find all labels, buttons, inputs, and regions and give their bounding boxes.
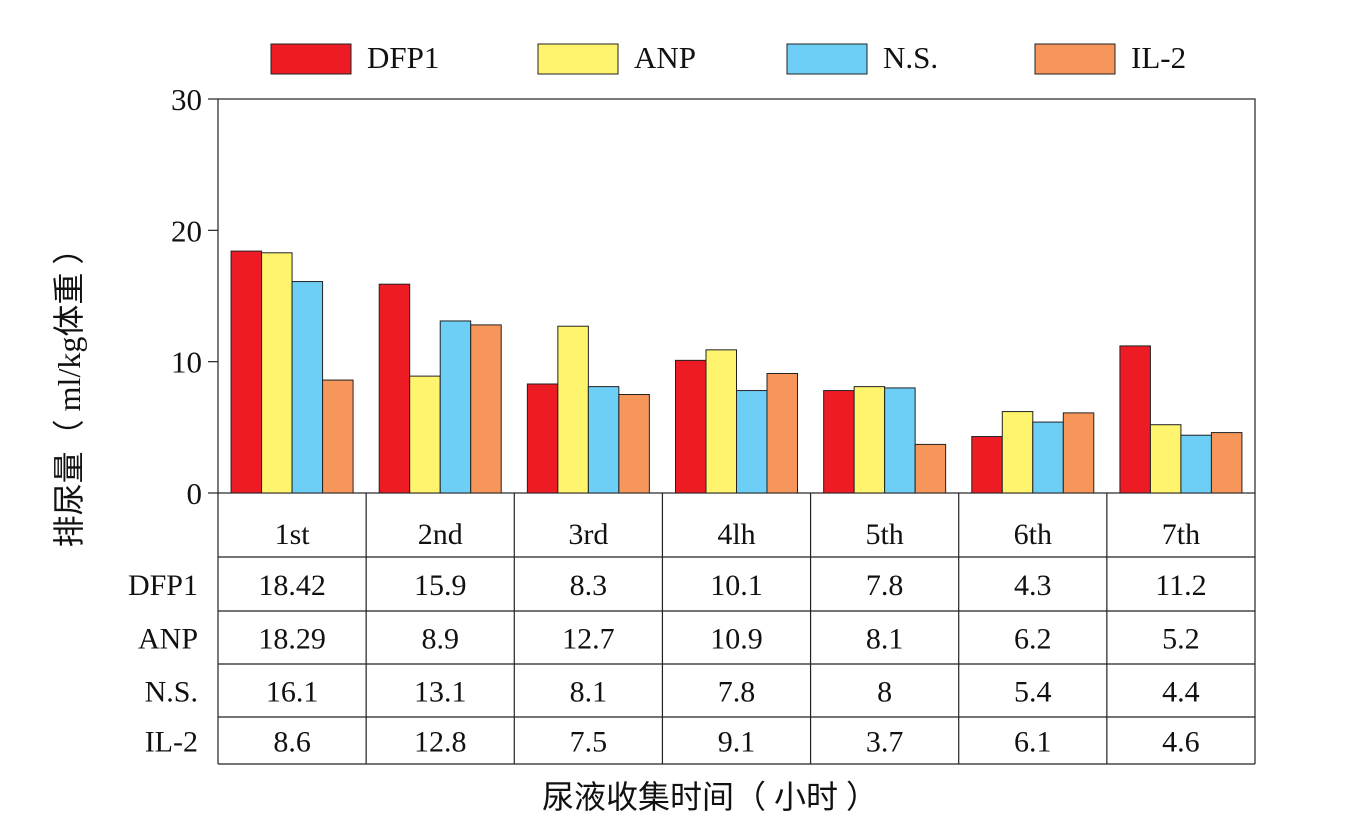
legend: DFP1 ANP N.S. IL-2 (270, 40, 1186, 75)
category-label: 1st (275, 518, 311, 551)
legend-swatch-N.S. (786, 43, 868, 75)
legend-swatch-DFP1 (270, 43, 352, 75)
bar-N.S.-1st (291, 281, 324, 494)
bar-IL-2-6th (1062, 412, 1095, 494)
legend-label-N.S.: N.S. (883, 40, 938, 75)
data-label-DFP1-4lh: 10.1 (710, 569, 763, 602)
data-label-ANP-3rd: 12.7 (562, 623, 615, 656)
category-label: 5th (865, 518, 903, 551)
data-label-DFP1-7th: 11.2 (1155, 569, 1206, 602)
data-label-ANP-1st: 18.29 (258, 623, 326, 656)
data-label-ANP-6th: 6.2 (1014, 623, 1052, 656)
y-tick-label: 0 (187, 476, 203, 511)
y-tick-label: 30 (171, 82, 202, 117)
data-label-N.S.-7th: 4.4 (1162, 676, 1200, 709)
data-label-ANP-5th: 8.1 (866, 623, 904, 656)
row-label-IL-2: IL-2 (145, 726, 198, 759)
data-label-N.S.-2nd: 13.1 (414, 676, 467, 709)
bar-IL-2-1st (322, 379, 354, 494)
data-table: 1st 2nd 3rd 4lh 5th 6th 7th DFP1 18.42 15.9 8.3 10.… (128, 493, 1256, 765)
data-label-N.S.-4lh: 7.8 (718, 676, 756, 709)
row-label-DFP1: DFP1 (128, 569, 198, 602)
row-label-N.S.: N.S. (145, 676, 198, 709)
data-label-DFP1-3rd: 8.3 (570, 569, 608, 602)
bar-ANP-1st (261, 252, 293, 494)
bar-ANP-5th (853, 386, 886, 494)
bar-ANP-2nd (409, 375, 441, 494)
bar-DFP1-6th (971, 436, 1003, 494)
data-label-IL-2-3rd: 7.5 (570, 726, 608, 759)
bar-N.S.-2nd (439, 320, 472, 494)
plot-area (217, 98, 1256, 494)
bar-DFP1-1st (230, 250, 263, 494)
category-label: 4lh (717, 518, 755, 551)
data-label-ANP-7th: 5.2 (1162, 623, 1200, 656)
data-label-IL-2-2nd: 12.8 (414, 726, 467, 759)
data-label-DFP1-2nd: 15.9 (414, 569, 467, 602)
legend-swatch-ANP (537, 43, 619, 75)
category-label: 7th (1162, 518, 1200, 551)
data-label-N.S.-3rd: 8.1 (570, 676, 608, 709)
category-label: 2nd (418, 518, 463, 551)
bar-N.S.-5th (884, 387, 916, 494)
row-label-ANP: ANP (138, 623, 198, 656)
x-axis-title: 尿液收集时间（ 小时 ） (542, 779, 878, 815)
bar-DFP1-3rd (526, 383, 559, 494)
y-tick-label: 10 (171, 345, 202, 380)
data-label-N.S.-6th: 5.4 (1014, 676, 1052, 709)
bar-N.S.-3rd (587, 386, 620, 494)
legend-label-IL-2: IL-2 (1131, 40, 1186, 75)
legend-label-ANP: ANP (634, 40, 696, 75)
bar-IL-2-5th (914, 443, 947, 494)
legend-label-DFP1: DFP1 (367, 40, 439, 75)
bar-ANP-4lh (705, 349, 737, 494)
bar-ANP-6th (1001, 411, 1034, 494)
data-label-DFP1-6th: 4.3 (1014, 569, 1052, 602)
category-label: 6th (1014, 518, 1052, 551)
data-label-IL-2-6th: 6.1 (1014, 726, 1052, 759)
y-axis-title: 排尿量（ ml/kg体重 ） (51, 233, 87, 548)
data-label-N.S.-5th: 8 (877, 676, 892, 709)
bar-ANP-7th (1149, 424, 1182, 494)
bar-ANP-3rd (557, 325, 589, 494)
bar-IL-2-3rd (618, 394, 650, 494)
bar-DFP1-2nd (378, 283, 411, 494)
data-label-IL-2-4lh: 9.1 (718, 726, 756, 759)
bar-N.S.-4lh (736, 390, 768, 494)
bar-IL-2-4lh (766, 372, 798, 494)
data-label-DFP1-1st: 18.42 (258, 569, 326, 602)
bar-DFP1-5th (823, 390, 855, 494)
data-label-IL-2-1st: 8.6 (273, 726, 311, 759)
data-label-ANP-2nd: 8.9 (421, 623, 459, 656)
legend-swatch-IL-2 (1034, 43, 1116, 75)
y-axis: 0 10 20 30 (171, 82, 218, 511)
bar-N.S.-7th (1180, 434, 1212, 494)
bar-IL-2-7th (1210, 432, 1243, 494)
bar-N.S.-6th (1032, 421, 1064, 494)
data-label-IL-2-5th: 3.7 (866, 726, 904, 759)
category-label: 3rd (568, 518, 608, 551)
data-label-IL-2-7th: 4.6 (1162, 726, 1200, 759)
bar-DFP1-4lh (675, 359, 707, 494)
bar-DFP1-7th (1119, 345, 1151, 494)
bar-IL-2-2nd (470, 324, 502, 494)
data-label-N.S.-1st: 16.1 (266, 676, 319, 709)
y-tick-label: 20 (171, 213, 202, 248)
data-label-DFP1-5th: 7.8 (866, 569, 904, 602)
data-label-ANP-4lh: 10.9 (710, 623, 763, 656)
